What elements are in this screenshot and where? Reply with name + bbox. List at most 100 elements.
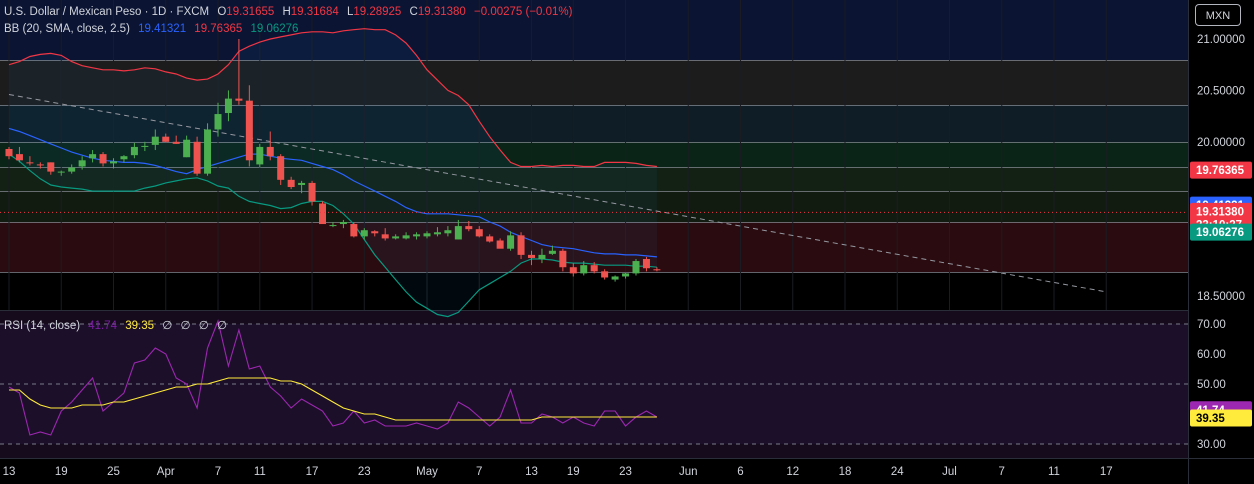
candle-body[interactable] <box>235 98 243 101</box>
candle-body[interactable] <box>162 136 170 142</box>
candle-body[interactable] <box>110 161 117 164</box>
candle-body[interactable] <box>360 230 368 237</box>
candle-body[interactable] <box>183 139 191 158</box>
candle-body[interactable] <box>256 146 264 165</box>
ohlc-change: −0.00275 (−0.01%) <box>474 6 573 18</box>
time-tick-label: Jul <box>942 466 957 478</box>
candle-body[interactable] <box>454 226 462 240</box>
candle-body[interactable] <box>402 235 410 239</box>
rsi-legend[interactable]: RSI (14, close) 41.74 39.35 ∅ ∅ ∅ ∅ <box>4 318 232 332</box>
candle-body[interactable] <box>486 236 494 242</box>
candle-body[interactable] <box>141 145 149 147</box>
rsi-extra-3: ∅ <box>198 320 209 332</box>
candle-body[interactable] <box>548 250 556 254</box>
symbol-legend: U.S. Dollar / Mexican Peso · 1D · FXCM O… <box>4 6 577 18</box>
time-tick-label: May <box>416 466 438 478</box>
symbol-title: U.S. Dollar / Mexican Peso · 1D · FXCM <box>4 6 210 18</box>
candle-body[interactable] <box>444 230 452 234</box>
candle-body[interactable] <box>36 164 44 166</box>
candle-body[interactable] <box>601 271 609 278</box>
time-tick-label: 7 <box>476 466 482 478</box>
candle-body[interactable] <box>528 254 535 258</box>
rsi-ma-value-tag-text: 39.35 <box>1196 413 1225 425</box>
candle-body[interactable] <box>611 276 619 280</box>
candle-body[interactable] <box>266 146 274 157</box>
candle-body[interactable] <box>193 141 201 174</box>
candle-body[interactable] <box>130 146 138 156</box>
candle-body[interactable] <box>475 229 483 237</box>
bb-upper-line <box>8 28 657 168</box>
rsi-ma-line <box>9 377 657 421</box>
candle-body[interactable] <box>298 182 306 185</box>
time-tick-label: 11 <box>1048 466 1060 478</box>
candle-body[interactable] <box>15 154 23 161</box>
candle-body[interactable] <box>151 136 159 145</box>
candle-body[interactable] <box>308 182 316 202</box>
last-price-tag-text: 19.31380 <box>1196 206 1244 218</box>
price-zone-band <box>0 0 1188 60</box>
rsi-tick-label: 30.00 <box>1197 439 1226 451</box>
rsi-tick-label: 60.00 <box>1197 349 1226 361</box>
time-tick-label: 23 <box>619 466 632 478</box>
time-tick-label: Jun <box>679 466 698 478</box>
candle-body[interactable] <box>653 269 661 271</box>
candle-body[interactable] <box>642 258 650 269</box>
candle-body[interactable] <box>350 224 358 237</box>
candle-body[interactable] <box>622 273 630 277</box>
currency-button[interactable]: MXN <box>1195 4 1241 26</box>
candle-body[interactable] <box>371 231 379 234</box>
time-tick-label: 23 <box>358 466 371 478</box>
candle-body[interactable] <box>590 265 598 272</box>
candle-body[interactable] <box>319 203 326 225</box>
candle-body[interactable] <box>381 234 389 239</box>
price-zone-band <box>0 105 1188 142</box>
candle-body[interactable] <box>496 240 504 249</box>
candle-body[interactable] <box>120 156 128 160</box>
candle-body[interactable] <box>538 254 546 259</box>
bb-lower-price-tag <box>1190 223 1252 241</box>
candle-body[interactable] <box>204 129 212 174</box>
bb-fill <box>9 28 657 317</box>
bb-legend[interactable]: BB (20, SMA, close, 2.5) 19.41321 19.763… <box>4 23 303 35</box>
rsi-extra-1: ∅ <box>162 320 173 332</box>
candle-body[interactable] <box>172 141 180 144</box>
time-tick-label: 13 <box>3 466 16 478</box>
candle-body[interactable] <box>287 179 295 188</box>
candle-body[interactable] <box>339 221 347 225</box>
bb-lower-line <box>8 153 657 318</box>
candle-body[interactable] <box>224 98 232 114</box>
ohlc-high: H19.31684 <box>282 6 339 18</box>
candle-body[interactable] <box>277 156 285 180</box>
candle-body[interactable] <box>47 162 55 172</box>
candle-body[interactable] <box>569 267 577 274</box>
candle-body[interactable] <box>245 100 253 161</box>
time-tick-label: 18 <box>839 466 852 478</box>
time-tick-label: 17 <box>1100 466 1113 478</box>
candle-body[interactable] <box>26 162 34 164</box>
candle-body[interactable] <box>5 148 13 157</box>
candle-body[interactable] <box>507 235 515 249</box>
time-axis-background <box>0 458 1188 484</box>
time-tick-label: 19 <box>55 466 68 478</box>
price-tick-label: 18.50000 <box>1197 291 1245 303</box>
candle-body[interactable] <box>517 235 525 255</box>
bb-basis-value: 19.41321 <box>138 23 187 35</box>
candle-body[interactable] <box>392 236 400 239</box>
candle-body[interactable] <box>413 234 421 237</box>
candle-body[interactable] <box>423 233 431 237</box>
candle-body[interactable] <box>580 265 588 274</box>
candle-body[interactable] <box>329 225 337 227</box>
candle-body[interactable] <box>57 171 65 173</box>
bb-upper-price-tag-text: 19.76365 <box>1196 165 1245 177</box>
trend-line[interactable] <box>8 94 1107 293</box>
candle-body[interactable] <box>559 250 567 268</box>
candle-body[interactable] <box>214 114 222 130</box>
candle-body[interactable] <box>89 154 97 159</box>
candle-body[interactable] <box>99 154 107 164</box>
candle-body[interactable] <box>68 167 76 172</box>
candle-body[interactable] <box>632 261 640 274</box>
candle-body[interactable] <box>433 232 441 235</box>
candle-body[interactable] <box>465 226 473 230</box>
candle-body[interactable] <box>78 160 86 167</box>
